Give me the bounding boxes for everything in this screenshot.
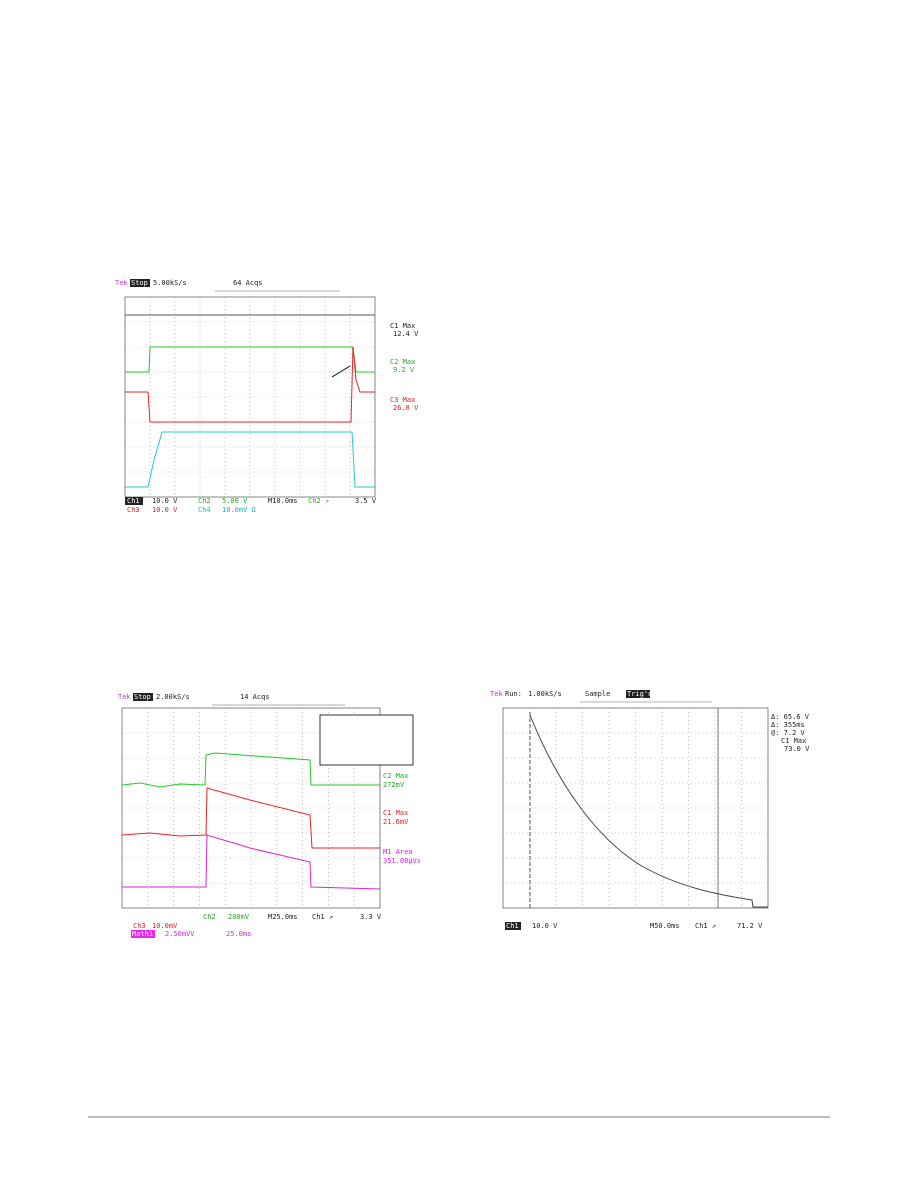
- footer: Ch2: [198, 497, 211, 505]
- acqs: Sample: [585, 690, 610, 698]
- acqs: 14 Acqs: [240, 693, 270, 701]
- footer: 3.5 V: [355, 497, 377, 505]
- readout: @: 7.2 V: [771, 729, 806, 737]
- footer: M25.0ms: [268, 913, 298, 921]
- footer: Ch1 ↗: [312, 913, 333, 921]
- readout: 73.0 V: [784, 745, 810, 753]
- footer: Ch1 ↗: [695, 922, 716, 930]
- footer: 71.2 V: [737, 922, 763, 930]
- acqs: 64 Acqs: [233, 279, 263, 287]
- footer: Ch2 ↗: [308, 497, 329, 505]
- state: Stop: [131, 279, 148, 287]
- footer: Ch4: [198, 506, 211, 514]
- footer: 3.3 V: [360, 913, 382, 921]
- footer: M50.0ms: [650, 922, 680, 930]
- footer: Math1: [132, 930, 153, 938]
- readout: 12.4 V: [393, 330, 419, 338]
- readout: 26.8 V: [393, 404, 419, 412]
- footer: Ch3: [127, 506, 140, 514]
- rate: 1.00kS/s: [528, 690, 562, 698]
- readout: 21.6mV: [383, 818, 409, 826]
- footer: 10.0mV: [152, 922, 178, 930]
- footer: Ch2: [203, 913, 216, 921]
- readout: M1 Area: [383, 848, 413, 856]
- readout: Δ: 65.6 V: [771, 713, 810, 721]
- readout: Δ: 355ms: [771, 721, 805, 729]
- footer: Ch1: [506, 922, 519, 930]
- tek: Tek: [115, 279, 128, 287]
- footer: 10.0 V: [532, 922, 558, 930]
- footer: 5.00 V: [222, 497, 248, 505]
- footer: Ch1: [127, 497, 140, 505]
- readout: C1 Max: [383, 809, 408, 817]
- rate: 2.00kS/s: [156, 693, 190, 701]
- footer: 2.50mVV: [165, 930, 195, 938]
- readout: C2 Max: [383, 772, 408, 780]
- trig: Trig'd: [627, 690, 652, 698]
- readout: 351.08µVs: [383, 857, 421, 865]
- footer: 10.0 V: [152, 497, 178, 505]
- grid: [125, 297, 375, 497]
- footer: Ch3: [133, 922, 146, 930]
- readout: C1 Max: [390, 322, 415, 330]
- grid: [503, 708, 768, 908]
- state: Run:: [505, 690, 522, 698]
- tek: Tek: [118, 693, 131, 701]
- footer: 200mV: [228, 913, 250, 921]
- tek: Tek: [490, 690, 503, 698]
- grid: [122, 708, 380, 908]
- state: Stop: [134, 693, 151, 701]
- scope-3: Tek Run: 1.00kS/s Sample Trig'd Δ: 65.6 …: [490, 690, 810, 930]
- readout: C2 Max: [390, 358, 415, 366]
- readout: 272mV: [383, 781, 405, 789]
- readout: 9.2 V: [393, 366, 415, 374]
- readout: C3 Max: [390, 396, 415, 404]
- footer: M10.0ms: [268, 497, 298, 505]
- scope-2: Tek Stop 2.00kS/s 14 Acqs C2 Max 272mV C…: [118, 693, 421, 938]
- footer: 10.0mV Ω: [222, 506, 256, 514]
- scope-1: Tek Stop 5.00kS/s 64 Acqs C1 Max 12.4 V …: [115, 279, 419, 514]
- rate: 5.00kS/s: [153, 279, 187, 287]
- footer: 10.0 V: [152, 506, 178, 514]
- footer: 25.0ms: [226, 930, 251, 938]
- readout: C1 Max: [781, 737, 806, 745]
